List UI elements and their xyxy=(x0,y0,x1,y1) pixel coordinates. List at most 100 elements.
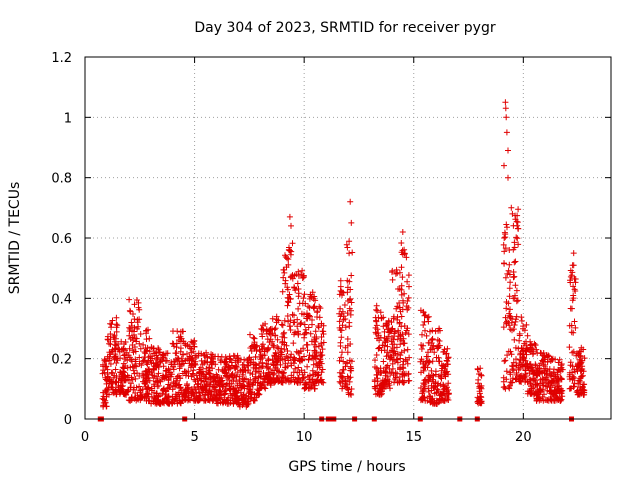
data-point xyxy=(183,369,190,376)
data-point xyxy=(384,343,391,350)
data-point xyxy=(291,312,297,319)
data-point xyxy=(404,298,411,304)
data-point xyxy=(379,390,385,397)
data-point xyxy=(128,380,134,387)
data-point xyxy=(438,375,445,382)
data-point xyxy=(290,340,297,347)
data-point xyxy=(555,378,562,385)
data-point-peak xyxy=(502,99,509,106)
data-point xyxy=(429,358,436,365)
data-point xyxy=(312,338,319,345)
data-point xyxy=(570,348,577,355)
data-point xyxy=(277,361,284,368)
data-point xyxy=(269,315,276,322)
data-point xyxy=(540,350,547,356)
data-point xyxy=(429,336,436,343)
data-point xyxy=(227,390,234,397)
data-point xyxy=(399,274,406,281)
data-point xyxy=(201,352,208,359)
data-point xyxy=(292,365,299,372)
data-point xyxy=(259,333,266,340)
data-point xyxy=(107,341,114,348)
data-point xyxy=(200,386,207,393)
data-point xyxy=(176,337,182,343)
data-point xyxy=(150,345,157,352)
data-point xyxy=(251,391,258,398)
data-point xyxy=(510,222,517,229)
data-point xyxy=(444,345,451,352)
data-point xyxy=(347,367,354,374)
data-point xyxy=(510,295,517,302)
data-point xyxy=(435,380,442,387)
data-point xyxy=(445,371,452,378)
data-point xyxy=(336,318,343,325)
data-point-peak xyxy=(501,162,507,169)
data-point xyxy=(303,381,309,387)
data-point xyxy=(244,401,251,408)
data-point xyxy=(143,347,150,354)
data-point xyxy=(302,300,309,307)
data-point xyxy=(430,384,437,391)
data-point xyxy=(135,304,142,311)
data-point xyxy=(432,371,439,378)
data-point xyxy=(569,269,576,276)
data-point xyxy=(429,346,436,353)
data-point xyxy=(225,364,232,371)
x-tick-label: 10 xyxy=(296,430,313,445)
data-point xyxy=(315,323,322,329)
data-point xyxy=(271,379,278,386)
data-point xyxy=(401,372,408,379)
data-point xyxy=(249,371,256,378)
data-point xyxy=(164,357,170,364)
data-point xyxy=(384,376,391,383)
data-point xyxy=(180,360,187,367)
data-point xyxy=(129,342,136,348)
data-point xyxy=(196,366,203,373)
data-point xyxy=(419,388,426,395)
data-point xyxy=(435,344,442,351)
data-point xyxy=(318,320,325,327)
data-point xyxy=(344,349,351,356)
data-point xyxy=(404,278,411,285)
data-point xyxy=(389,269,395,276)
data-point xyxy=(338,334,345,341)
data-point-peak xyxy=(399,229,406,235)
data-point xyxy=(503,221,510,228)
y-tick-label: 0.2 xyxy=(51,353,72,368)
data-point xyxy=(113,328,120,335)
data-point xyxy=(126,345,133,352)
data-point xyxy=(390,372,397,379)
data-point xyxy=(348,272,355,279)
data-point xyxy=(262,375,269,382)
data-point xyxy=(118,338,125,345)
data-point xyxy=(155,349,162,356)
scatter-points xyxy=(97,99,588,422)
data-point xyxy=(336,357,343,364)
data-point xyxy=(316,303,323,310)
data-point xyxy=(265,356,272,363)
data-point xyxy=(438,391,445,398)
data-point xyxy=(222,358,229,365)
data-point xyxy=(421,318,428,325)
data-point xyxy=(346,305,353,312)
data-point xyxy=(401,347,408,354)
data-point xyxy=(254,379,261,386)
data-point xyxy=(389,341,396,348)
data-point xyxy=(576,377,583,384)
data-point xyxy=(516,332,523,339)
data-point xyxy=(510,359,517,366)
data-point xyxy=(171,358,178,365)
data-point xyxy=(104,391,110,398)
data-point xyxy=(131,301,138,308)
data-point xyxy=(476,390,483,397)
data-point xyxy=(280,330,287,337)
data-point xyxy=(509,362,515,369)
data-point xyxy=(506,285,513,292)
data-point xyxy=(314,308,321,315)
data-point xyxy=(425,353,431,360)
data-point xyxy=(103,403,110,410)
data-point xyxy=(384,362,391,369)
data-point xyxy=(120,368,127,375)
data-point xyxy=(258,343,265,350)
data-point xyxy=(531,340,538,347)
